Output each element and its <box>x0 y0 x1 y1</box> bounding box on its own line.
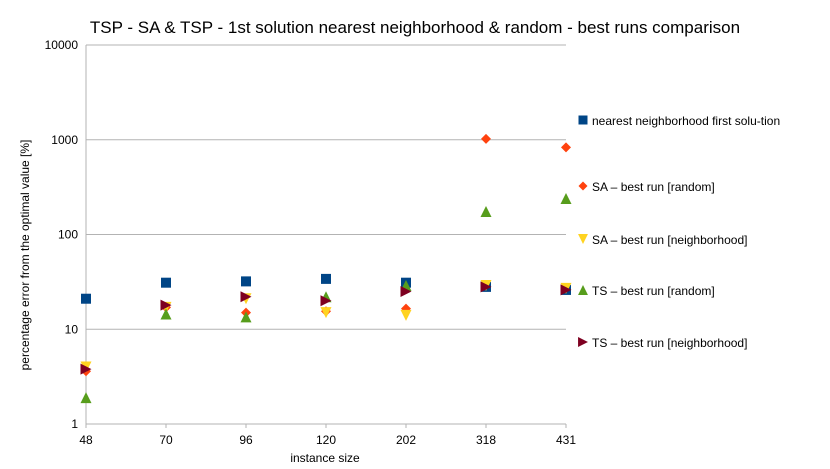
x-tick-label: 318 <box>476 433 496 447</box>
data-point <box>560 192 572 204</box>
x-axis-label: instance size <box>290 451 360 465</box>
data-point <box>480 205 492 217</box>
data-point <box>480 281 492 293</box>
data-point <box>160 308 172 320</box>
x-tick-label: 202 <box>396 433 416 447</box>
x-tick-label: 96 <box>239 433 253 447</box>
x-tick-label: 70 <box>159 433 173 447</box>
data-point <box>240 311 252 323</box>
data-point <box>161 277 171 288</box>
legend-marker <box>578 337 588 347</box>
legend-marker <box>578 115 588 125</box>
legend-marker <box>578 234 588 244</box>
data-point <box>481 133 491 144</box>
data-point <box>320 307 332 319</box>
legend-marker <box>578 285 588 295</box>
legend-label: nearest neighborhood first solu-tion <box>592 114 781 128</box>
y-tick-label: 1 <box>71 417 78 431</box>
chart-title: TSP - SA & TSP - 1st solution nearest ne… <box>89 18 741 37</box>
legend-label: SA – best run [random] <box>592 180 715 194</box>
data-point <box>320 295 332 307</box>
x-tick-labels: 48 70 96 120 202 318 431 <box>79 433 576 447</box>
y-tick-labels: 1 10 100 1000 10000 <box>45 38 79 431</box>
data-point <box>400 309 412 321</box>
y-tick-label: 10000 <box>45 38 79 52</box>
data-points <box>80 133 572 404</box>
y-tick-label: 100 <box>58 228 78 242</box>
data-point <box>400 286 412 298</box>
data-point <box>561 142 571 153</box>
x-tick-label: 431 <box>556 433 576 447</box>
data-point <box>80 392 92 404</box>
y-axis-label: percentage error from the optimal value … <box>18 140 32 371</box>
data-point <box>240 291 252 303</box>
x-tick-label: 120 <box>316 433 336 447</box>
legend-label: TS – best run [neighborhood] <box>592 336 748 350</box>
data-point <box>81 293 91 304</box>
y-tick-label: 10 <box>65 322 79 336</box>
data-point <box>321 273 331 284</box>
x-tick-label: 48 <box>79 433 93 447</box>
legend-label: TS – best run [random] <box>592 284 715 298</box>
legend-label: SA – best run [neighborhood] <box>592 233 748 247</box>
gridlines <box>86 44 566 425</box>
data-point <box>241 276 251 287</box>
y-tick-label: 1000 <box>51 133 78 147</box>
legend-marker <box>578 181 588 191</box>
data-point <box>80 363 92 375</box>
data-point <box>160 299 172 311</box>
data-point <box>560 284 572 296</box>
axes <box>85 45 567 428</box>
